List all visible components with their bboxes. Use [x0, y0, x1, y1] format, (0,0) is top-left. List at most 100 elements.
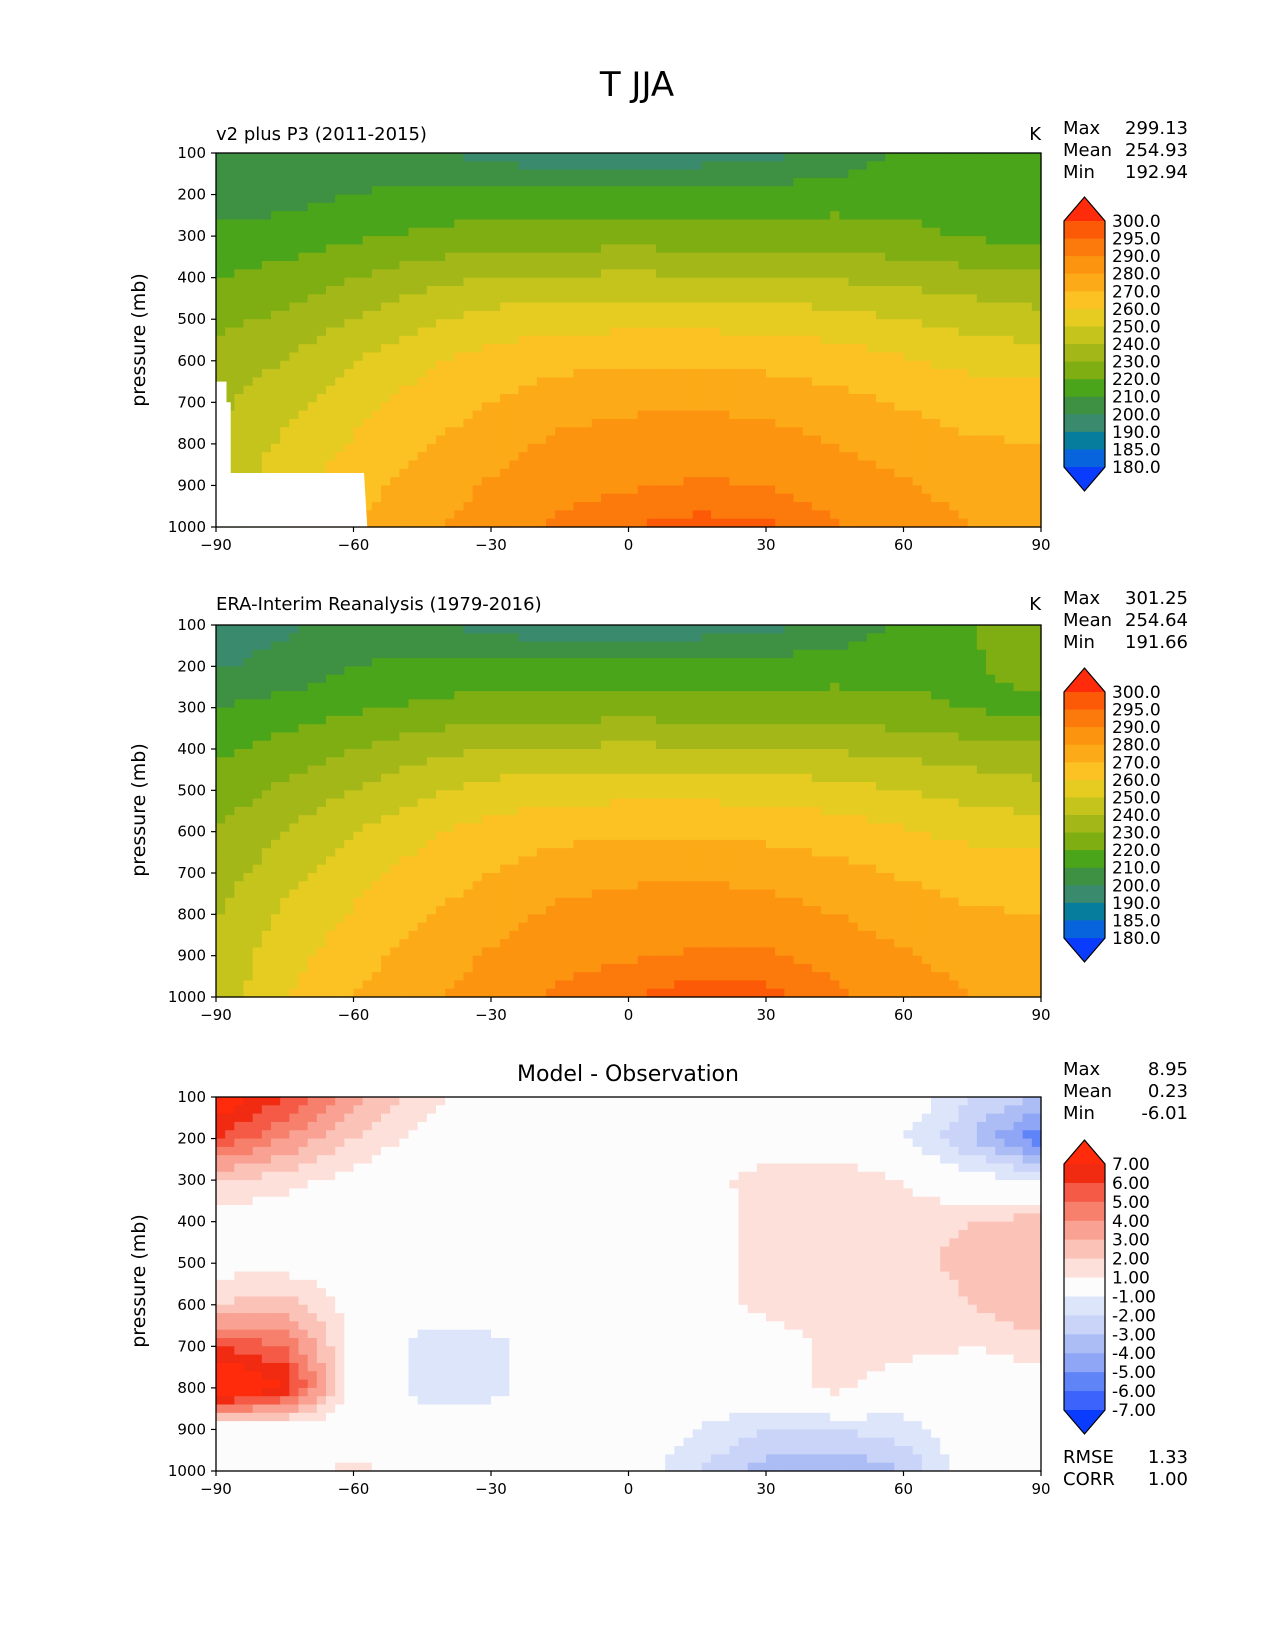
heatmap-cell	[958, 485, 969, 495]
heatmap-cell	[995, 186, 1005, 196]
heatmap-cell	[940, 177, 950, 187]
heatmap-cell	[656, 502, 666, 511]
heatmap-cell	[628, 658, 639, 667]
heatmap-cell	[536, 633, 547, 643]
heatmap-cell	[527, 310, 538, 320]
heatmap-cell	[335, 649, 345, 659]
heatmap-cell	[711, 319, 721, 329]
heatmap-cell	[271, 244, 281, 254]
heatmap-cell	[573, 477, 584, 487]
heatmap-cell	[362, 485, 373, 495]
heatmap-cell	[417, 674, 428, 684]
heatmap-cell	[756, 402, 767, 412]
heatmap-cell	[353, 294, 364, 304]
heatmap-cell	[857, 202, 868, 212]
heatmap-cell	[280, 202, 290, 212]
heatmap-cell	[591, 493, 602, 503]
heatmap-cell	[1013, 236, 1024, 246]
heatmap-cell	[784, 369, 795, 378]
heatmap-cell	[866, 360, 877, 370]
heatmap-cell	[610, 468, 620, 478]
heatmap-cell	[885, 641, 895, 651]
heatmap-cell	[637, 319, 648, 329]
heatmap-cell	[665, 352, 675, 362]
heatmap-cell	[866, 177, 877, 187]
heatmap-cell	[591, 485, 602, 495]
heatmap-cell	[784, 427, 795, 437]
heatmap-cell	[234, 633, 245, 643]
heatmap-cell	[692, 310, 703, 320]
heatmap-cell	[518, 369, 529, 378]
heatmap-cell	[463, 468, 474, 478]
heatmap-cell	[298, 186, 309, 196]
heatmap-cell	[821, 385, 831, 395]
heatmap-cell	[298, 649, 309, 659]
heatmap-cell	[491, 625, 501, 634]
heatmap-cell	[1031, 161, 1042, 171]
heatmap-cell	[426, 236, 437, 246]
heatmap-cell	[775, 294, 785, 304]
colorbar-label: 295.0	[1112, 230, 1161, 250]
heatmap-cell	[711, 625, 721, 634]
heatmap-cell	[903, 633, 914, 643]
heatmap-cell	[949, 666, 960, 676]
heatmap-cell	[316, 302, 327, 312]
heatmap-cell	[243, 385, 254, 395]
heatmap-cell	[995, 502, 1005, 511]
heatmap-cell	[271, 625, 281, 634]
heatmap-cell	[536, 227, 547, 237]
heatmap-cell	[564, 177, 575, 187]
heatmap-cell	[472, 319, 483, 329]
heatmap-cell	[995, 377, 1005, 387]
heatmap-cell	[445, 502, 455, 511]
heatmap-cell	[454, 294, 465, 304]
heatmap-cell	[784, 294, 795, 304]
heatmap-cell	[335, 219, 345, 229]
stats-block: Max 299.13 Mean 254.93 Min 192.94	[1063, 118, 1188, 183]
heatmap-cell	[912, 344, 923, 354]
heatmap-cell	[811, 427, 822, 437]
heatmap-cell	[931, 227, 941, 237]
heatmap-cell	[536, 327, 547, 337]
heatmap-cell	[371, 682, 382, 692]
heatmap-cell	[931, 302, 941, 312]
heatmap-cell	[876, 227, 886, 237]
heatmap-cell	[747, 460, 758, 470]
heatmap-cell	[958, 344, 969, 354]
heatmap-cell	[243, 641, 254, 651]
heatmap-cell	[857, 641, 868, 651]
heatmap-cell	[610, 477, 620, 487]
heatmap-cell	[784, 177, 795, 187]
heatmap-cell	[261, 219, 272, 229]
heatmap-cell	[866, 377, 877, 387]
heatmap-cell	[830, 485, 840, 495]
heatmap-cell	[518, 261, 529, 270]
heatmap-cell	[683, 633, 694, 643]
heatmap-cell	[316, 625, 327, 634]
heatmap-cell	[408, 219, 419, 229]
heatmap-cell	[995, 485, 1005, 495]
heatmap-cell	[738, 219, 749, 229]
heatmap-cell	[665, 194, 675, 204]
heatmap-cell	[261, 269, 272, 279]
heatmap-cell	[472, 468, 483, 478]
heatmap-cell	[885, 385, 895, 395]
heatmap-cell	[766, 649, 776, 659]
heatmap-cell	[646, 294, 657, 304]
heatmap-cell	[775, 435, 785, 445]
heatmap-cell	[830, 227, 840, 237]
heatmap-cell	[976, 493, 987, 503]
heatmap-cell	[802, 294, 813, 304]
heatmap-cell	[940, 649, 950, 659]
heatmap-cell	[637, 169, 648, 179]
heatmap-cell	[390, 452, 400, 462]
heatmap-cell	[555, 443, 565, 453]
heatmap-cell	[821, 344, 831, 354]
heatmap-cell	[390, 344, 400, 354]
heatmap-cell	[417, 699, 428, 709]
heatmap-cell	[940, 153, 950, 162]
heatmap-cell	[280, 277, 290, 287]
heatmap-cell	[601, 518, 611, 528]
heatmap-cell	[940, 452, 950, 462]
heatmap-cell	[555, 460, 565, 470]
